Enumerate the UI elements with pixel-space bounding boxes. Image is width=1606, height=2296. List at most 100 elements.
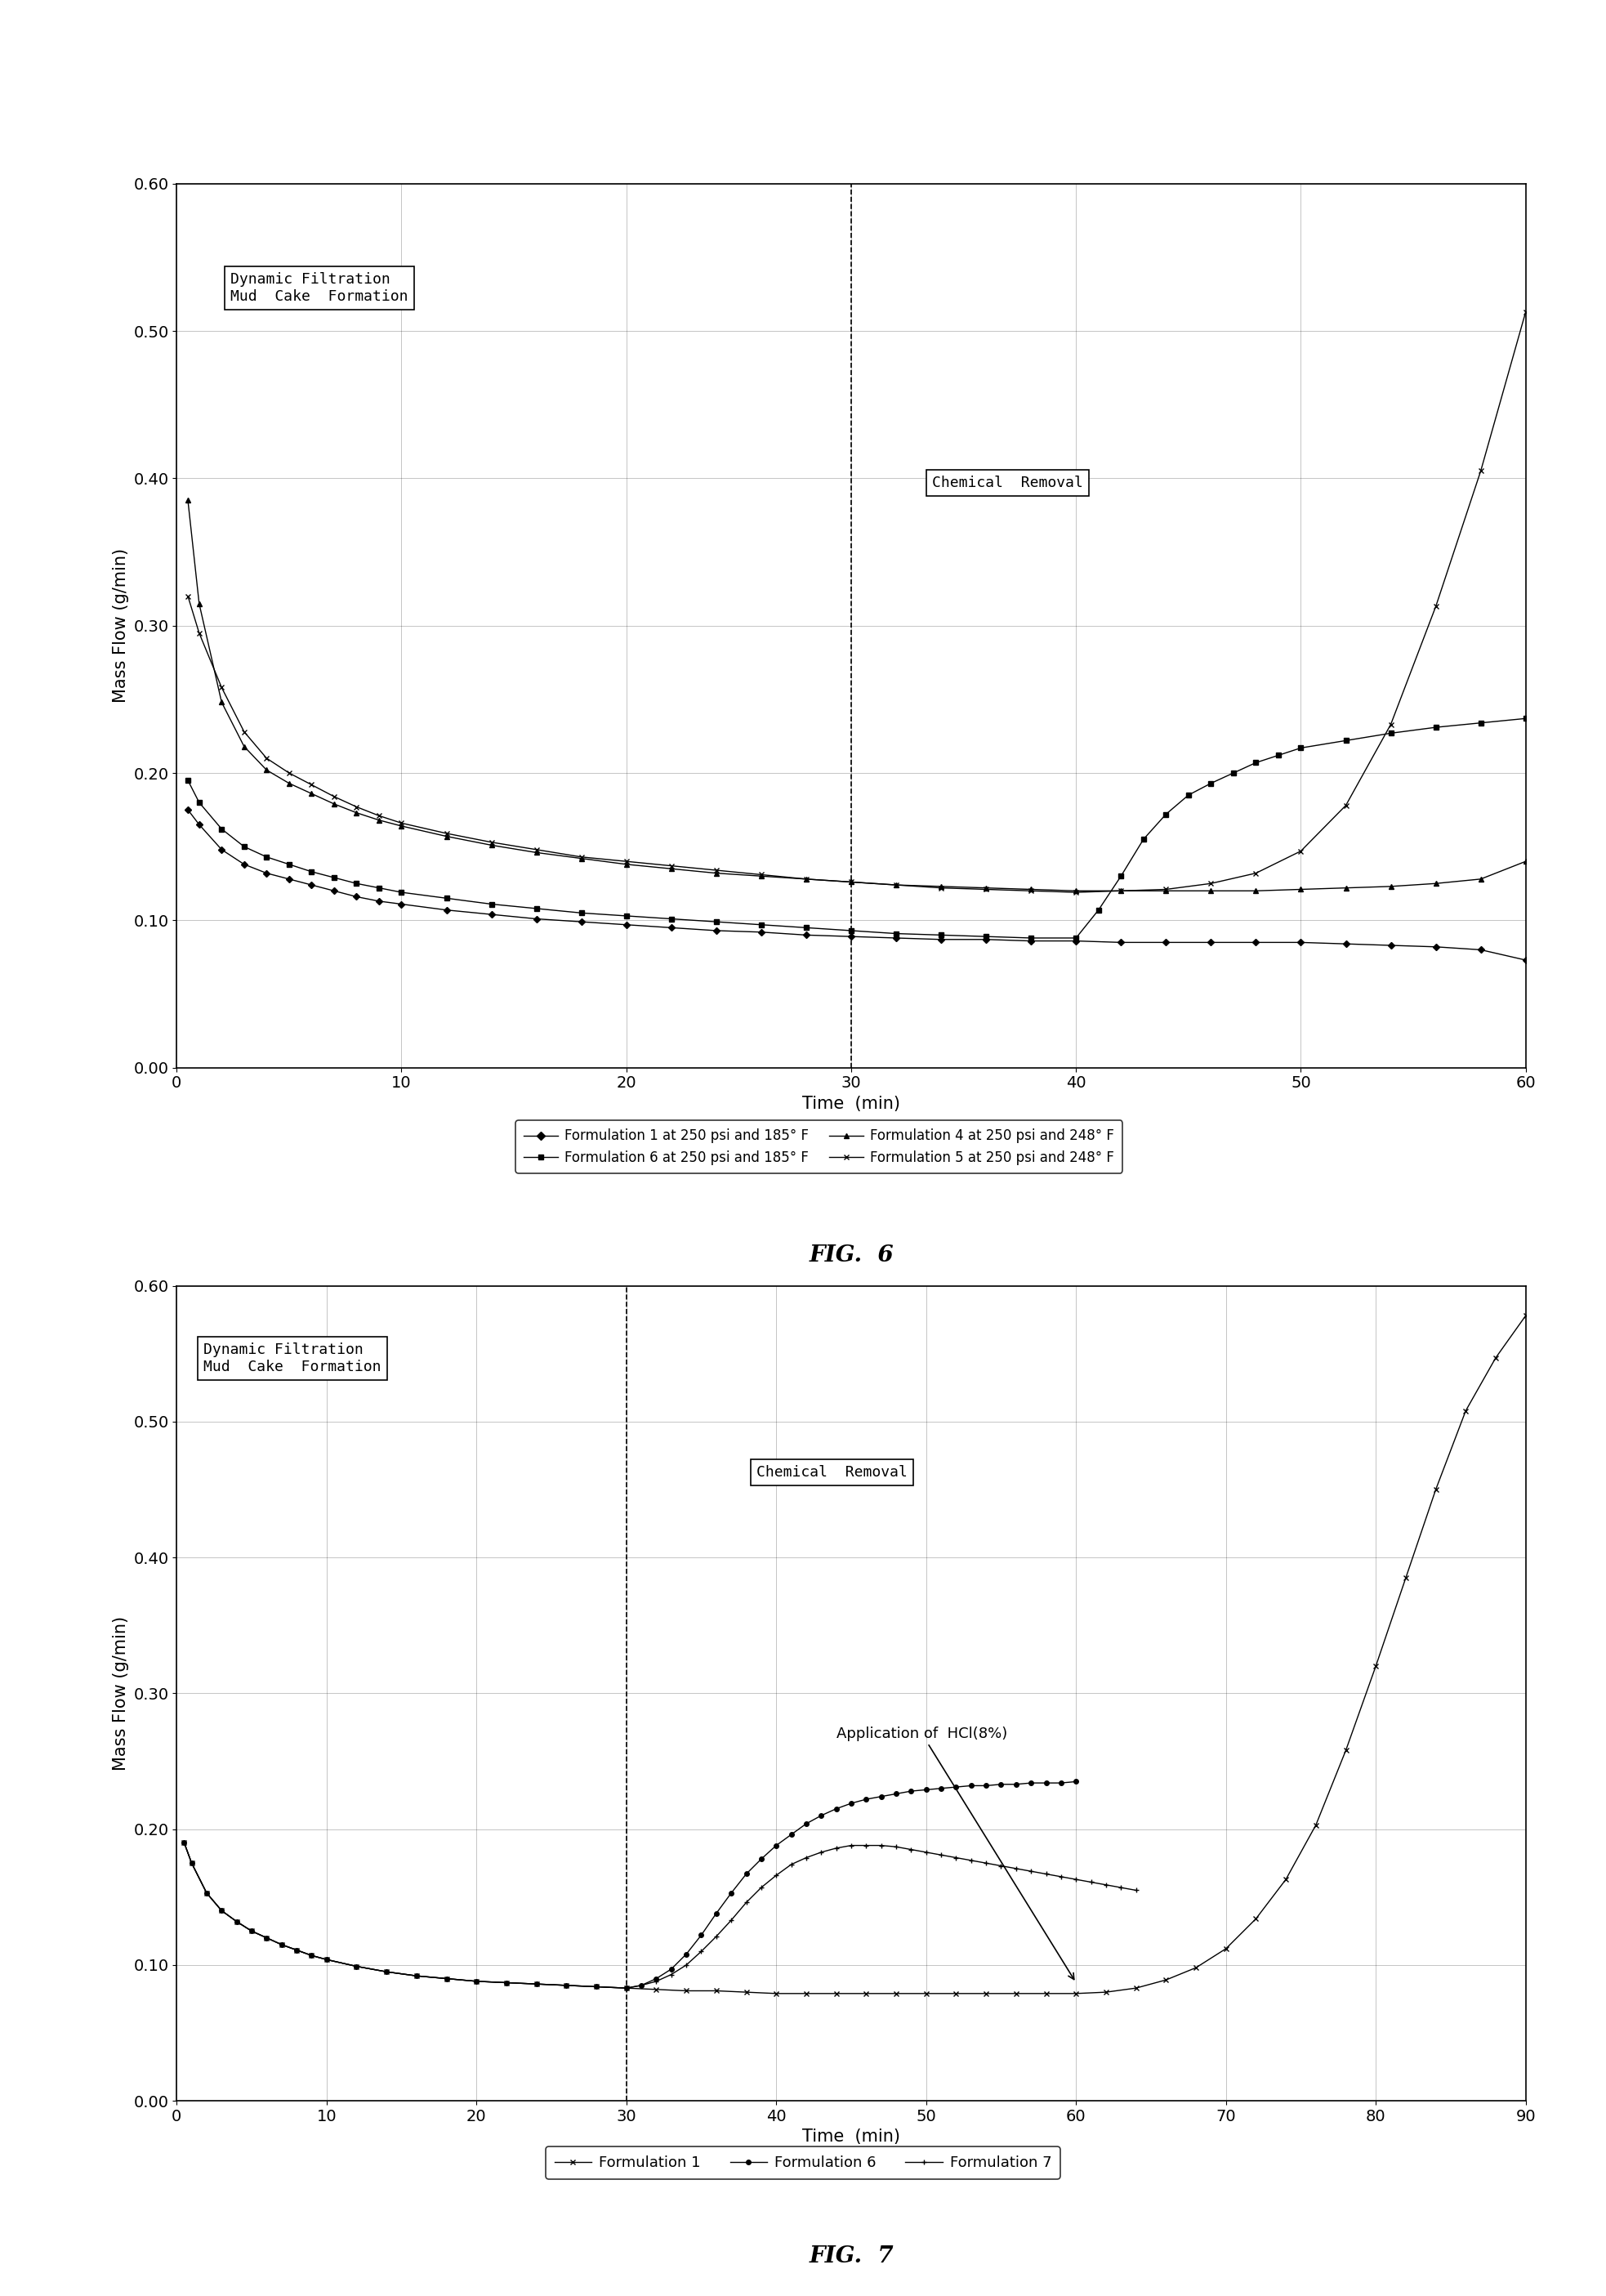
- Formulation 4 at 250 psi and 248° F: [1246, 877, 1266, 905]
- Formulation 5 at 250 psi and 248° F: [257, 744, 276, 771]
- Formulation 5 at 250 psi and 248° F: [1471, 457, 1490, 484]
- Formulation 6: [827, 1795, 846, 1823]
- Formulation 4 at 250 psi and 248° F: [572, 845, 591, 872]
- Formulation 1 at 250 psi and 185° F: [1111, 928, 1131, 955]
- Formulation 5 at 250 psi and 248° F: [1336, 792, 1355, 820]
- Formulation 1 at 250 psi and 185° F: [1471, 937, 1490, 964]
- Formulation 7: [1111, 1874, 1131, 1901]
- Text: Application of  HCl(8%): Application of HCl(8%): [837, 1727, 1074, 1979]
- Formulation 6 at 250 psi and 185° F: [1021, 925, 1041, 953]
- Formulation 1 at 250 psi and 185° F: [572, 907, 591, 934]
- Formulation 4 at 250 psi and 248° F: [1471, 866, 1490, 893]
- Formulation 5 at 250 psi and 248° F: [1246, 859, 1266, 886]
- Text: Chemical  Removal: Chemical Removal: [756, 1465, 907, 1481]
- Formulation 6 at 250 psi and 185° F: [572, 900, 591, 928]
- Formulation 6 at 250 psi and 185° F: [1426, 714, 1445, 742]
- Formulation 5 at 250 psi and 248° F: [1516, 298, 1535, 326]
- Line: Formulation 5 at 250 psi and 248° F: Formulation 5 at 250 psi and 248° F: [185, 310, 1529, 895]
- Line: Formulation 6: Formulation 6: [181, 1779, 1078, 1991]
- Formulation 1 at 250 psi and 185° F: [662, 914, 681, 941]
- Formulation 6 at 250 psi and 185° F: [752, 912, 771, 939]
- X-axis label: Time  (min): Time (min): [801, 1095, 901, 1111]
- Formulation 1 at 250 psi and 185° F: [617, 912, 636, 939]
- Formulation 1 at 250 psi and 185° F: [257, 859, 276, 886]
- Formulation 5 at 250 psi and 248° F: [392, 808, 411, 836]
- Formulation 6 at 250 psi and 185° F: [1246, 748, 1266, 776]
- Formulation 6: [347, 1952, 366, 1979]
- Formulation 6: [496, 1970, 516, 1998]
- Formulation 4 at 250 psi and 248° F: [707, 859, 726, 886]
- Formulation 4 at 250 psi and 248° F: [437, 822, 456, 850]
- Formulation 6 at 250 psi and 185° F: [178, 767, 198, 794]
- Formulation 6 at 250 psi and 185° F: [976, 923, 996, 951]
- Formulation 1 at 250 psi and 185° F: [302, 870, 321, 898]
- Formulation 6 at 250 psi and 185° F: [482, 891, 501, 918]
- Y-axis label: Mass Flow (g/min): Mass Flow (g/min): [112, 1616, 128, 1770]
- Formulation 6 at 250 psi and 185° F: [369, 875, 389, 902]
- Formulation 4 at 250 psi and 248° F: [1426, 870, 1445, 898]
- Formulation 1 at 250 psi and 185° F: [279, 866, 299, 893]
- Formulation 5 at 250 psi and 248° F: [347, 792, 366, 820]
- Formulation 6 at 250 psi and 185° F: [1134, 827, 1153, 854]
- Formulation 6 at 250 psi and 185° F: [527, 895, 546, 923]
- Formulation 5 at 250 psi and 248° F: [797, 866, 816, 893]
- Formulation 4 at 250 psi and 248° F: [797, 866, 816, 893]
- Formulation 5 at 250 psi and 248° F: [887, 870, 906, 898]
- Formulation 6 at 250 psi and 185° F: [1224, 760, 1243, 788]
- Line: Formulation 6 at 250 psi and 185° F: Formulation 6 at 250 psi and 185° F: [186, 716, 1527, 941]
- Formulation 1 at 250 psi and 185° F: [178, 797, 198, 824]
- Formulation 4 at 250 psi and 248° F: [369, 806, 389, 833]
- Formulation 4 at 250 psi and 248° F: [887, 870, 906, 898]
- Formulation 4 at 250 psi and 248° F: [617, 850, 636, 877]
- Formulation 1 at 250 psi and 185° F: [976, 925, 996, 953]
- Text: Chemical  Removal: Chemical Removal: [931, 475, 1082, 489]
- Formulation 6 at 250 psi and 185° F: [1111, 863, 1131, 891]
- Formulation 7: [406, 1963, 426, 1991]
- Formulation 1 at 250 psi and 185° F: [324, 877, 344, 905]
- Formulation 4 at 250 psi and 248° F: [324, 790, 344, 817]
- Formulation 4 at 250 psi and 248° F: [257, 755, 276, 783]
- Formulation 1: [175, 1830, 194, 1857]
- Formulation 5 at 250 psi and 248° F: [190, 620, 209, 647]
- Formulation 4 at 250 psi and 248° F: [527, 838, 546, 866]
- Formulation 7: [175, 1830, 194, 1857]
- Formulation 6: [175, 1830, 194, 1857]
- Formulation 1 at 250 psi and 185° F: [1201, 928, 1221, 955]
- Formulation 4 at 250 psi and 248° F: [1021, 875, 1041, 902]
- Formulation 6 at 250 psi and 185° F: [279, 850, 299, 877]
- Line: Formulation 1: Formulation 1: [181, 1313, 1529, 1995]
- Formulation 7: [617, 1975, 636, 2002]
- Formulation 7: [316, 1945, 336, 1972]
- Formulation 1 at 250 psi and 185° F: [1291, 928, 1310, 955]
- Text: FIG.  6: FIG. 6: [809, 1244, 893, 1267]
- Formulation 7: [1126, 1876, 1145, 1903]
- Formulation 1 at 250 psi and 185° F: [1381, 932, 1400, 960]
- Formulation 6 at 250 psi and 185° F: [212, 815, 231, 843]
- Formulation 6 at 250 psi and 185° F: [392, 879, 411, 907]
- Formulation 4 at 250 psi and 248° F: [1111, 877, 1131, 905]
- Legend: Formulation 1, Formulation 6, Formulation 7: Formulation 1, Formulation 6, Formulatio…: [546, 2147, 1060, 2179]
- Formulation 1 at 250 psi and 185° F: [482, 900, 501, 928]
- Formulation 1 at 250 psi and 185° F: [392, 891, 411, 918]
- Formulation 7: [1052, 1862, 1071, 1890]
- Formulation 6 at 250 psi and 185° F: [234, 833, 254, 861]
- Formulation 1 at 250 psi and 185° F: [842, 923, 861, 951]
- Formulation 5 at 250 psi and 248° F: [1021, 877, 1041, 905]
- Formulation 5 at 250 psi and 248° F: [302, 771, 321, 799]
- Formulation 5 at 250 psi and 248° F: [572, 843, 591, 870]
- Formulation 6 at 250 psi and 185° F: [302, 859, 321, 886]
- Formulation 4 at 250 psi and 248° F: [1066, 877, 1086, 905]
- Formulation 6 at 250 psi and 185° F: [617, 902, 636, 930]
- Formulation 6: [1066, 1768, 1086, 1795]
- Formulation 1: [1486, 1343, 1505, 1371]
- Formulation 6: [617, 1975, 636, 2002]
- Formulation 1 at 250 psi and 185° F: [887, 925, 906, 953]
- Formulation 1 at 250 psi and 185° F: [797, 921, 816, 948]
- Formulation 4 at 250 psi and 248° F: [178, 487, 198, 514]
- Formulation 1 at 250 psi and 185° F: [1426, 932, 1445, 960]
- Formulation 5 at 250 psi and 248° F: [617, 847, 636, 875]
- Formulation 5 at 250 psi and 248° F: [752, 861, 771, 889]
- X-axis label: Time  (min): Time (min): [801, 2128, 901, 2144]
- Formulation 4 at 250 psi and 248° F: [931, 872, 951, 900]
- Formulation 1 at 250 psi and 185° F: [190, 810, 209, 838]
